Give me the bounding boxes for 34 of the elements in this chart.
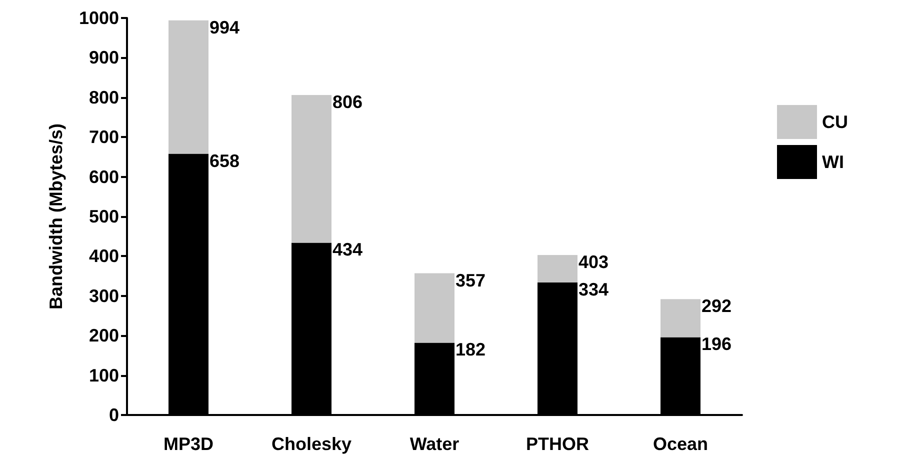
data-label: 196 bbox=[702, 334, 732, 354]
total-label: 357 bbox=[456, 270, 486, 290]
data-label: 334 bbox=[578, 279, 609, 300]
x-tick-label: Water bbox=[410, 434, 460, 454]
y-tick-label: 600 bbox=[88, 166, 119, 187]
x-tick-label: PTHOR bbox=[526, 434, 589, 454]
bar bbox=[414, 273, 454, 343]
x-tick-label: Ocean bbox=[652, 434, 708, 454]
y-tick-label: 200 bbox=[88, 326, 119, 346]
y-tick-label: 1000 bbox=[78, 8, 119, 28]
data-label: 182 bbox=[456, 340, 486, 360]
y-tick-label: 400 bbox=[88, 246, 119, 266]
total-label: 292 bbox=[702, 296, 732, 316]
legend-label: CU bbox=[822, 112, 848, 132]
total-label: 806 bbox=[332, 92, 363, 112]
x-tick-label: Cholesky bbox=[271, 434, 352, 454]
y-axis-title: Bandwidth (Mbytes/s) bbox=[46, 123, 66, 310]
y-tick-label: 700 bbox=[88, 127, 119, 148]
y-tick-label: 500 bbox=[88, 206, 119, 226]
total-label: 403 bbox=[578, 252, 609, 272]
y-tick-label: 800 bbox=[88, 87, 119, 108]
bar bbox=[660, 299, 700, 338]
y-tick-label: 900 bbox=[88, 48, 119, 68]
bar bbox=[538, 255, 578, 282]
legend-label: WI bbox=[822, 152, 844, 172]
x-tick-label: MP3D bbox=[163, 434, 214, 454]
y-tick-label: 300 bbox=[88, 286, 119, 306]
bar bbox=[292, 95, 332, 243]
data-label: 434 bbox=[332, 240, 363, 260]
y-tick-label: 100 bbox=[88, 365, 119, 386]
data-label: 658 bbox=[210, 150, 240, 171]
total-label: 994 bbox=[210, 17, 240, 38]
y-tick-label: 0 bbox=[108, 405, 119, 425]
bar bbox=[168, 20, 208, 154]
